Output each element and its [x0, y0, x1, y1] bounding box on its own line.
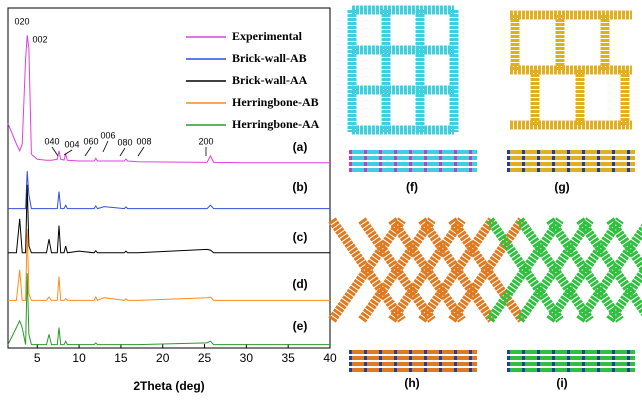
- x-tick-label: 40: [323, 351, 337, 365]
- x-tick-label: 5: [34, 351, 41, 365]
- panel-label: (g): [554, 180, 569, 194]
- panel-label: (i): [556, 376, 567, 390]
- peak-label: 200: [198, 136, 213, 146]
- legend-label: Herringbone-AB: [232, 95, 319, 109]
- peak-arrow: [120, 148, 125, 156]
- layer-strip: [349, 350, 477, 354]
- peak-label: 080: [117, 137, 132, 147]
- trace-label: (a): [293, 140, 308, 154]
- legend-label: Herringbone-AA: [232, 117, 320, 131]
- peak-arrow: [64, 150, 72, 155]
- peak-label: 008: [136, 136, 151, 146]
- peak-arrow: [85, 147, 91, 156]
- panel-label: (h): [404, 376, 419, 390]
- x-tick-label: 30: [240, 351, 254, 365]
- x-tick-label: 20: [156, 351, 170, 365]
- layer-strip: [349, 362, 477, 366]
- layer-strip: [349, 156, 477, 160]
- trace: [8, 185, 330, 253]
- layer-strip: [507, 156, 635, 160]
- peak-arrow: [52, 147, 58, 156]
- trace-label: (e): [293, 319, 308, 333]
- layer-strip: [507, 350, 635, 354]
- layer-strip: [349, 368, 477, 372]
- legend-label: Experimental: [232, 29, 303, 43]
- peak-label: 002: [32, 34, 47, 44]
- trace: [8, 273, 330, 344]
- peak-label: 020: [14, 16, 29, 26]
- trace-label: (d): [292, 277, 307, 291]
- x-tick-label: 35: [282, 351, 296, 365]
- peak-label: 004: [64, 139, 79, 149]
- x-axis-label: 2Theta (deg): [133, 379, 204, 393]
- layer-strip: [507, 356, 635, 360]
- peak-arrow: [103, 141, 108, 152]
- layer-strip: [349, 356, 477, 360]
- panel-label: (f): [406, 180, 418, 194]
- x-tick-label: 10: [72, 351, 86, 365]
- figure: 2Theta (deg) 5 10 15 20 25 30 35 40 Experimental…: [0, 0, 642, 400]
- layer-strip: [349, 162, 477, 166]
- layer-strip: [349, 168, 477, 172]
- peak-label: 060: [83, 136, 98, 146]
- layer-strip: [507, 168, 635, 172]
- legend-label: Brick-wall-AA: [232, 73, 308, 87]
- x-tick-label: 25: [198, 351, 212, 365]
- x-tick-label: 15: [114, 351, 128, 365]
- structure-images: [332, 10, 642, 372]
- layer-strip: [507, 162, 635, 166]
- trace-label: (c): [293, 230, 308, 244]
- layer-strip: [349, 150, 477, 154]
- trace: [8, 229, 330, 300]
- legend-label: Brick-wall-AB: [232, 51, 307, 65]
- peak-label: 006: [100, 130, 115, 140]
- peak-label: 040: [44, 136, 59, 146]
- trace: [8, 171, 330, 208]
- layer-strip: [507, 150, 635, 154]
- trace-label: (b): [292, 180, 307, 194]
- peak-arrow: [138, 147, 144, 156]
- layer-strip: [507, 362, 635, 366]
- layer-strip: [507, 368, 635, 372]
